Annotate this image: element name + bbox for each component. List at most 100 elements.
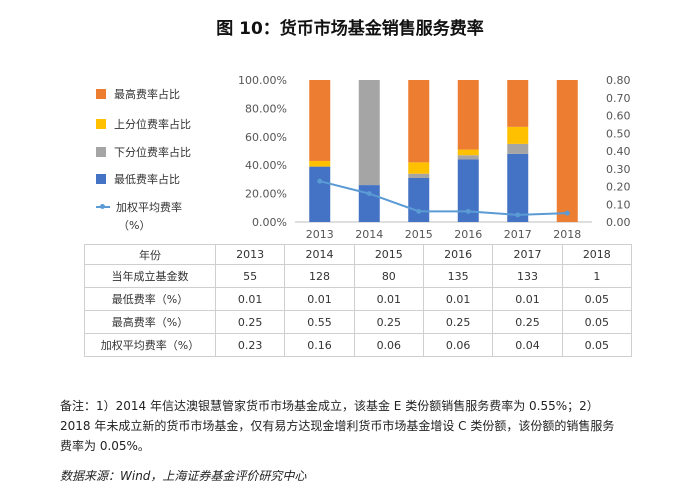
table-cell: 0.01 xyxy=(284,287,355,311)
right-axis-tick-label: 0.20 xyxy=(606,181,631,194)
table-header-cell: 2015 xyxy=(353,244,424,265)
table-cell: 0.01 xyxy=(353,287,424,311)
legend-item-upper-quantile: 上分位费率占比 xyxy=(96,116,191,132)
x-axis-tick-label: 2014 xyxy=(355,228,383,240)
table-cell: 0.06 xyxy=(422,333,494,357)
table-cell: 0.16 xyxy=(284,333,355,357)
legend-item-weighted-avg: 加权平均费率 xyxy=(96,199,182,215)
legend-label-weighted-avg-unit: （%） xyxy=(118,219,151,232)
bar-segment xyxy=(457,149,479,156)
right-axis-tick-label: 0.70 xyxy=(606,92,631,105)
table-cell: 0.25 xyxy=(353,310,424,334)
x-axis-tick-label: 2016 xyxy=(454,228,482,240)
table-cell: 0.06 xyxy=(353,333,424,357)
left-axis-tick-label: 20.00% xyxy=(245,188,287,201)
bar-segment xyxy=(556,80,578,222)
right-axis-tick-label: 0.00 xyxy=(606,216,631,229)
table-cell: 135 xyxy=(422,264,494,288)
left-axis-tick-label: 40.00% xyxy=(245,159,287,172)
legend-swatch-highest xyxy=(96,89,106,99)
bar-segment xyxy=(358,80,380,186)
weighted-avg-point xyxy=(366,191,372,197)
table-cell: 128 xyxy=(284,264,355,288)
table-cell: 0.25 xyxy=(422,310,494,334)
table-header-cell: 2013 xyxy=(214,244,286,265)
right-axis-tick-label: 0.80 xyxy=(606,74,631,87)
fee-chart: 0.00% 20.00% 40.00% 60.00% 80.00% 100.00% 0.00… xyxy=(238,74,631,240)
table-header-cell: 2014 xyxy=(284,244,355,265)
bar-segment xyxy=(309,166,331,222)
table-row: 当年成立基金数 55 128 80 135 133 1 xyxy=(84,264,633,288)
right-axis-tick-label: 0.60 xyxy=(606,110,631,123)
table-cell: 1 xyxy=(561,264,633,288)
chart-notes: 备注：1）2014 年信达澳银慧管家货币市场基金成立，该基金 E 类份额销售服务… xyxy=(60,396,684,456)
table-cell: 55 xyxy=(214,264,286,288)
table-row: 最低费率（%） 0.01 0.01 0.01 0.01 0.01 0.05 xyxy=(84,287,633,311)
table-row-label: 加权平均费率（%） xyxy=(84,333,216,357)
right-axis-tick-label: 0.50 xyxy=(606,127,631,140)
right-axis-tick-label: 0.40 xyxy=(606,145,631,158)
table-row-label: 最低费率（%） xyxy=(84,287,216,311)
legend-label-lowest: 最低费率占比 xyxy=(114,173,180,186)
legend-label-upper-quantile: 上分位费率占比 xyxy=(114,118,191,131)
bar-segment xyxy=(457,80,479,150)
notes-line: 备注：1）2014 年信达澳银慧管家货币市场基金成立，该基金 E 类份额销售服务… xyxy=(60,399,599,413)
left-axis-tick-label: 0.00% xyxy=(252,216,287,229)
weighted-avg-point xyxy=(465,208,471,214)
table-cell: 0.05 xyxy=(561,287,633,311)
weighted-avg-point xyxy=(317,178,323,184)
table-cell: 0.04 xyxy=(492,333,563,357)
bar-segment xyxy=(457,155,479,160)
table-cell: 0.01 xyxy=(214,287,286,311)
table-cell: 0.25 xyxy=(492,310,563,334)
table-row: 加权平均费率（%） 0.23 0.16 0.06 0.06 0.04 0.05 xyxy=(84,333,633,357)
x-axis-tick-label: 2015 xyxy=(405,228,433,240)
table-cell: 0.05 xyxy=(561,310,633,334)
table-cell: 80 xyxy=(353,264,424,288)
weighted-avg-point xyxy=(515,212,521,218)
table-header-cell: 2018 xyxy=(561,244,633,265)
data-source: 数据来源：Wind，上海证券基金评价研究中心 xyxy=(60,469,307,483)
x-axis-tick-label: 2017 xyxy=(504,228,532,240)
bar-segment xyxy=(507,153,529,222)
right-axis-tick-label: 0.10 xyxy=(606,198,631,211)
legend-swatch-lowest xyxy=(96,174,106,184)
weighted-avg-point xyxy=(564,210,570,216)
bar-segment xyxy=(507,80,529,127)
notes-line: 2018 年未成立新的货币市场基金，仅有易方达现金增利货币市场基金增设 C 类份… xyxy=(60,419,615,433)
weighted-avg-point xyxy=(416,208,422,214)
table-cell: 0.25 xyxy=(214,310,286,334)
table-cell: 0.01 xyxy=(422,287,494,311)
right-axis-tick-label: 0.30 xyxy=(606,163,631,176)
bar-segment xyxy=(358,185,380,222)
bar-segment xyxy=(408,162,430,174)
legend-line-weighted-avg xyxy=(96,204,110,209)
left-axis-tick-label: 60.00% xyxy=(245,131,287,144)
table-header-cell: 2016 xyxy=(422,244,494,265)
bar-segment xyxy=(408,177,430,222)
weighted-avg-line xyxy=(319,180,568,216)
table-row-label: 当年成立基金数 xyxy=(84,264,216,288)
x-axis-tick-label: 2018 xyxy=(553,228,581,240)
table-cell: 0.23 xyxy=(214,333,286,357)
table-header-cell: 2017 xyxy=(492,244,563,265)
bar-segment xyxy=(457,159,479,222)
legend-item-lowest: 最低费率占比 xyxy=(96,171,180,187)
legend-swatch-upper-quantile xyxy=(96,119,106,129)
legend-label-lower-quantile: 下分位费率占比 xyxy=(114,146,191,159)
bar-segment xyxy=(309,80,331,161)
legend-swatch-lower-quantile xyxy=(96,147,106,157)
bar-segment xyxy=(408,80,430,163)
bar-segment xyxy=(309,160,331,167)
notes-line: 费率为 0.05%。 xyxy=(60,439,150,453)
table-cell: 133 xyxy=(492,264,563,288)
x-axis-tick-label: 2013 xyxy=(306,228,334,240)
table-header-row: 年份 2013 2014 2015 2016 2017 2018 xyxy=(84,244,633,265)
bar-segment xyxy=(408,173,430,178)
left-axis-tick-label: 100.00% xyxy=(238,74,287,87)
table-row: 最高费率（%） 0.25 0.55 0.25 0.25 0.25 0.05 xyxy=(84,310,633,334)
legend-label-highest: 最高费率占比 xyxy=(114,88,180,101)
legend-item-lower-quantile: 下分位费率占比 xyxy=(96,144,191,160)
left-axis-tick-label: 80.00% xyxy=(245,102,287,115)
legend-label-weighted-avg: 加权平均费率 xyxy=(116,201,182,214)
